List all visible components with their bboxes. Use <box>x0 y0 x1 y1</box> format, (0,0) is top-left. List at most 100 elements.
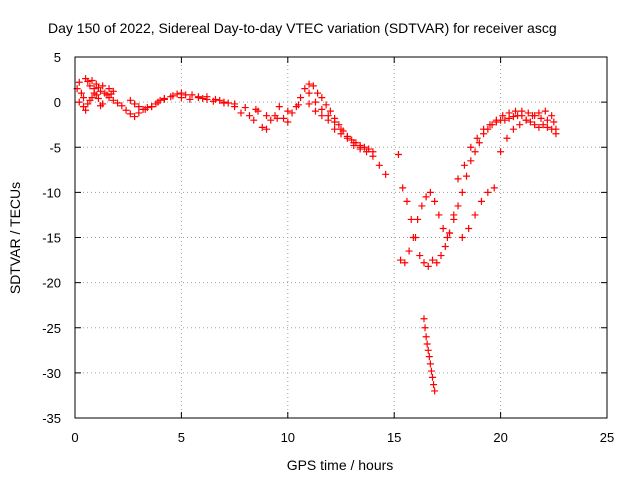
data-point <box>90 89 98 97</box>
series-drop-track <box>394 150 458 270</box>
data-point <box>441 243 449 251</box>
data-point <box>305 89 313 97</box>
data-point <box>216 96 224 104</box>
data-point <box>252 105 260 113</box>
data-point <box>294 101 302 109</box>
data-point <box>535 109 543 117</box>
data-point <box>422 333 430 341</box>
data-point <box>425 353 433 361</box>
data-point <box>505 109 513 117</box>
data-point <box>537 114 545 122</box>
data-point <box>84 100 92 108</box>
series-recovery-track-3 <box>458 107 560 241</box>
data-point <box>318 112 326 120</box>
data-point <box>148 103 156 111</box>
data-point <box>426 360 434 368</box>
data-point <box>109 96 117 104</box>
data-point <box>509 113 517 121</box>
data-point <box>473 134 481 142</box>
data-point <box>267 116 275 124</box>
data-point <box>529 112 537 120</box>
data-point <box>427 367 435 375</box>
data-points <box>73 75 560 395</box>
data-point <box>477 197 485 205</box>
data-point <box>446 229 454 237</box>
data-point <box>220 99 228 107</box>
series-mid-track <box>231 80 377 156</box>
data-point <box>99 100 107 108</box>
data-point <box>331 118 339 126</box>
y-tick-label: -15 <box>42 231 61 246</box>
data-point <box>350 139 358 147</box>
data-point <box>105 85 113 93</box>
data-point <box>75 78 83 86</box>
series-deep-dip <box>420 315 439 395</box>
data-point <box>284 107 292 115</box>
data-point <box>122 106 130 114</box>
data-point <box>258 123 266 131</box>
data-point <box>84 77 92 85</box>
data-point <box>414 215 422 223</box>
data-point <box>105 94 113 102</box>
data-point <box>475 139 483 147</box>
data-point <box>88 76 96 84</box>
data-point <box>416 252 424 260</box>
data-point <box>94 84 102 92</box>
data-point <box>501 116 509 124</box>
data-point <box>318 105 326 113</box>
x-tick-label: 5 <box>178 430 185 445</box>
data-point <box>131 113 139 121</box>
data-point <box>454 202 462 210</box>
data-point <box>356 143 364 151</box>
y-tick-label: -20 <box>42 276 61 291</box>
data-point <box>499 112 507 120</box>
data-point <box>99 82 107 90</box>
data-point <box>439 224 447 232</box>
data-point <box>492 116 500 124</box>
data-point <box>516 121 524 129</box>
data-point <box>75 98 83 106</box>
y-tick-label: -25 <box>42 321 61 336</box>
data-point <box>288 109 296 117</box>
data-point <box>77 89 85 97</box>
data-point <box>322 101 330 109</box>
data-point <box>543 123 551 131</box>
data-point <box>297 94 305 102</box>
data-point <box>409 234 417 241</box>
data-point <box>394 150 402 158</box>
y-tick-labels: 5 0 -5 -10 -15 -20 -25 -30 -35 <box>42 50 61 426</box>
data-point <box>437 252 445 260</box>
data-point <box>420 315 428 323</box>
data-point <box>203 93 211 101</box>
series-early-track <box>105 89 239 121</box>
data-point <box>135 109 143 117</box>
data-point <box>420 259 428 267</box>
data-point <box>397 256 405 264</box>
data-point <box>314 89 322 97</box>
data-point <box>480 125 488 133</box>
data-point <box>382 170 390 178</box>
data-point <box>80 103 88 111</box>
data-point <box>154 98 162 106</box>
data-point <box>194 94 202 102</box>
data-point <box>403 197 411 205</box>
data-point <box>324 112 332 120</box>
data-point <box>237 109 245 117</box>
data-point <box>518 107 526 115</box>
data-point <box>426 188 434 196</box>
data-point <box>467 143 475 151</box>
data-point <box>131 100 139 108</box>
data-point <box>484 188 492 196</box>
x-axis-title: GPS time / hours <box>287 457 394 473</box>
data-point <box>114 99 122 107</box>
data-point <box>550 118 558 126</box>
x-tick-label: 0 <box>71 430 78 445</box>
y-tick-label: -30 <box>42 366 61 381</box>
data-point <box>250 116 258 124</box>
data-point <box>526 118 534 126</box>
data-point <box>418 202 426 210</box>
data-point <box>431 387 439 395</box>
data-point <box>211 95 219 103</box>
y-axis-title: SDTVAR / TECUs <box>7 182 23 294</box>
y-tick-label: -10 <box>42 185 61 200</box>
